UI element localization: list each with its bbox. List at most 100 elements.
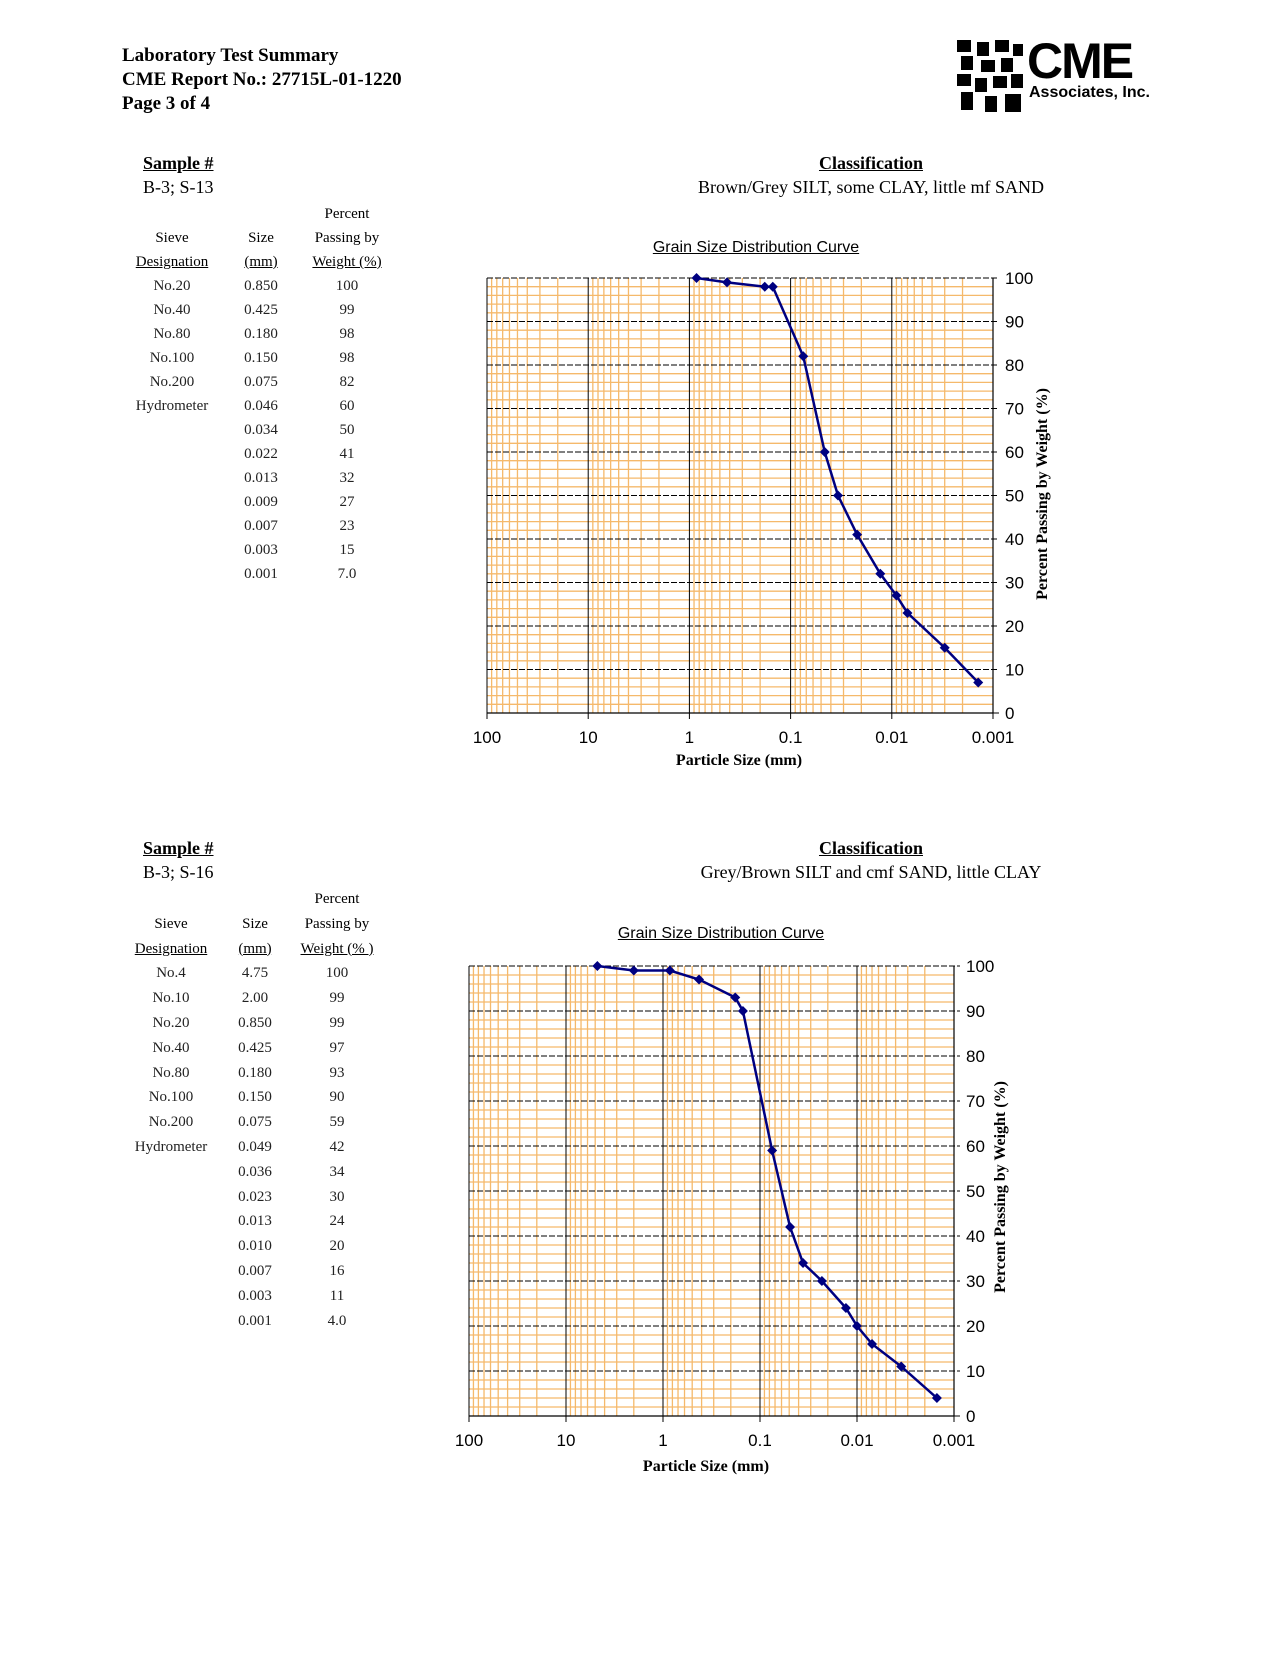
cell-percent: 16: [329, 1263, 345, 1279]
y-tick-label: 10: [1005, 661, 1024, 680]
x-tick-label: 0.001: [933, 1431, 976, 1450]
cell-sieve: Hydrometer: [134, 1139, 208, 1155]
y-tick-label: 0: [1005, 704, 1014, 723]
column-header-size: (mm): [238, 940, 272, 957]
cell-percent: 23: [339, 518, 355, 534]
data-point: [798, 1258, 809, 1268]
cell-percent: 100: [335, 278, 359, 294]
x-axis-label: Particle Size (mm): [642, 1458, 770, 1475]
column-header-size: Size: [248, 230, 274, 246]
logo-text: CME: [1027, 33, 1134, 89]
cell-size: 0.425: [238, 1039, 272, 1056]
cell-sieve: No.100: [148, 1089, 194, 1106]
column-header-percent: Passing by: [304, 915, 370, 932]
column-header-percent: Passing by: [314, 230, 380, 246]
cell-size: 0.013: [238, 1213, 272, 1230]
x-tick-label: 1: [685, 728, 694, 747]
cell-sieve: No.80: [152, 1064, 190, 1081]
cell-size: 0.010: [238, 1238, 272, 1255]
x-tick-label: 0.1: [748, 1431, 772, 1450]
column-header-size: Size: [242, 915, 268, 932]
data-point: [767, 1145, 778, 1156]
cell-percent: 99: [329, 1015, 345, 1031]
data-point: [852, 1321, 862, 1331]
cell-sieve: No.200: [149, 374, 195, 390]
x-tick-label: 1: [658, 1431, 667, 1450]
cell-size: 0.180: [238, 1064, 272, 1081]
cell-percent: 50: [339, 422, 355, 438]
data-point: [840, 1303, 851, 1313]
column-header-percent: Percent: [324, 206, 370, 222]
cell-size: 0.049: [238, 1139, 272, 1155]
data-point: [833, 490, 844, 501]
data-point: [694, 974, 705, 985]
data-point: [722, 277, 733, 288]
data-point: [664, 965, 675, 976]
column-header-sieve: Designation: [135, 254, 209, 270]
y-tick-label: 30: [1005, 574, 1024, 593]
company-logo: CME Associates, Inc.: [955, 33, 1180, 113]
cell-sieve: No.10: [152, 990, 190, 1007]
data-point: [973, 677, 984, 688]
cell-size: 0.425: [244, 302, 278, 318]
classification-text: Brown/Grey SILT, some CLAY, little mf SA…: [697, 177, 1044, 197]
cell-percent: 98: [339, 350, 355, 366]
data-point: [867, 1339, 878, 1349]
cell-sieve: No.4: [156, 965, 186, 982]
cell-percent: 100: [325, 965, 349, 982]
cell-size: 0.046: [244, 398, 278, 414]
report-title: Laboratory Test Summary: [122, 45, 339, 66]
y-tick-label: 90: [1005, 313, 1024, 332]
data-point: [816, 1276, 827, 1286]
cell-size: 4.75: [241, 965, 269, 982]
cell-percent: 90: [329, 1089, 345, 1106]
x-tick-label: 100: [455, 1431, 483, 1450]
data-point: [759, 281, 770, 292]
cell-percent: 32: [339, 470, 355, 486]
cell-percent: 7.0: [337, 566, 357, 582]
x-tick-label: 100: [473, 728, 501, 747]
cell-sieve: No.20: [153, 278, 191, 294]
cell-size: 0.850: [238, 1015, 272, 1031]
sample-id: B-3; S-16: [143, 862, 214, 882]
y-tick-label: 20: [1005, 617, 1024, 636]
data-point: [798, 351, 809, 362]
cell-sieve: No.40: [152, 1039, 190, 1056]
report-number: CME Report No.: 27715L-01-1220: [122, 69, 402, 90]
x-tick-label: 0.1: [779, 728, 803, 747]
sample-heading: Sample #: [143, 153, 214, 173]
sample-heading: Sample #: [143, 838, 214, 858]
y-tick-label: 60: [1005, 443, 1024, 462]
y-tick-label: 40: [966, 1227, 985, 1246]
x-tick-label: 0.01: [875, 728, 908, 747]
sample-id: B-3; S-13: [143, 177, 214, 197]
data-point: [592, 961, 603, 971]
data-point: [737, 1006, 748, 1016]
grain-size-chart: 100 10 1 0.1 0.01 0.001 0 10 20 30 40 50 60 70 80 90 100: [473, 269, 1034, 747]
cell-size: 0.850: [244, 278, 278, 294]
data-point: [852, 529, 863, 540]
cell-sieve: No.20: [152, 1015, 190, 1031]
logo-subtitle: Associates, Inc.: [1029, 84, 1150, 101]
cell-percent: 59: [329, 1114, 345, 1131]
cell-percent: 11: [329, 1287, 345, 1304]
y-tick-label: 100: [1005, 269, 1033, 288]
cell-percent: 99: [329, 990, 345, 1007]
column-header-percent: Weight (%): [312, 254, 382, 270]
x-axis-label: Particle Size (mm): [675, 752, 803, 769]
cell-percent: 15: [339, 542, 355, 558]
cell-size: 0.001: [238, 1312, 272, 1329]
y-tick-label: 50: [1005, 487, 1024, 506]
cell-percent: 34: [329, 1163, 345, 1180]
y-tick-label: 100: [966, 957, 994, 976]
cell-size: 0.003: [244, 542, 278, 558]
page-number: Page 3 of 4: [122, 93, 211, 114]
cell-size: 0.075: [244, 374, 278, 390]
y-tick-label: 40: [1005, 530, 1024, 549]
cell-size: 0.007: [244, 518, 278, 534]
y-tick-label: 80: [966, 1047, 985, 1066]
cell-size: 0.150: [238, 1089, 272, 1106]
y-tick-label: 80: [1005, 356, 1024, 375]
cell-percent: 42: [329, 1139, 345, 1155]
cell-percent: 30: [329, 1188, 345, 1205]
